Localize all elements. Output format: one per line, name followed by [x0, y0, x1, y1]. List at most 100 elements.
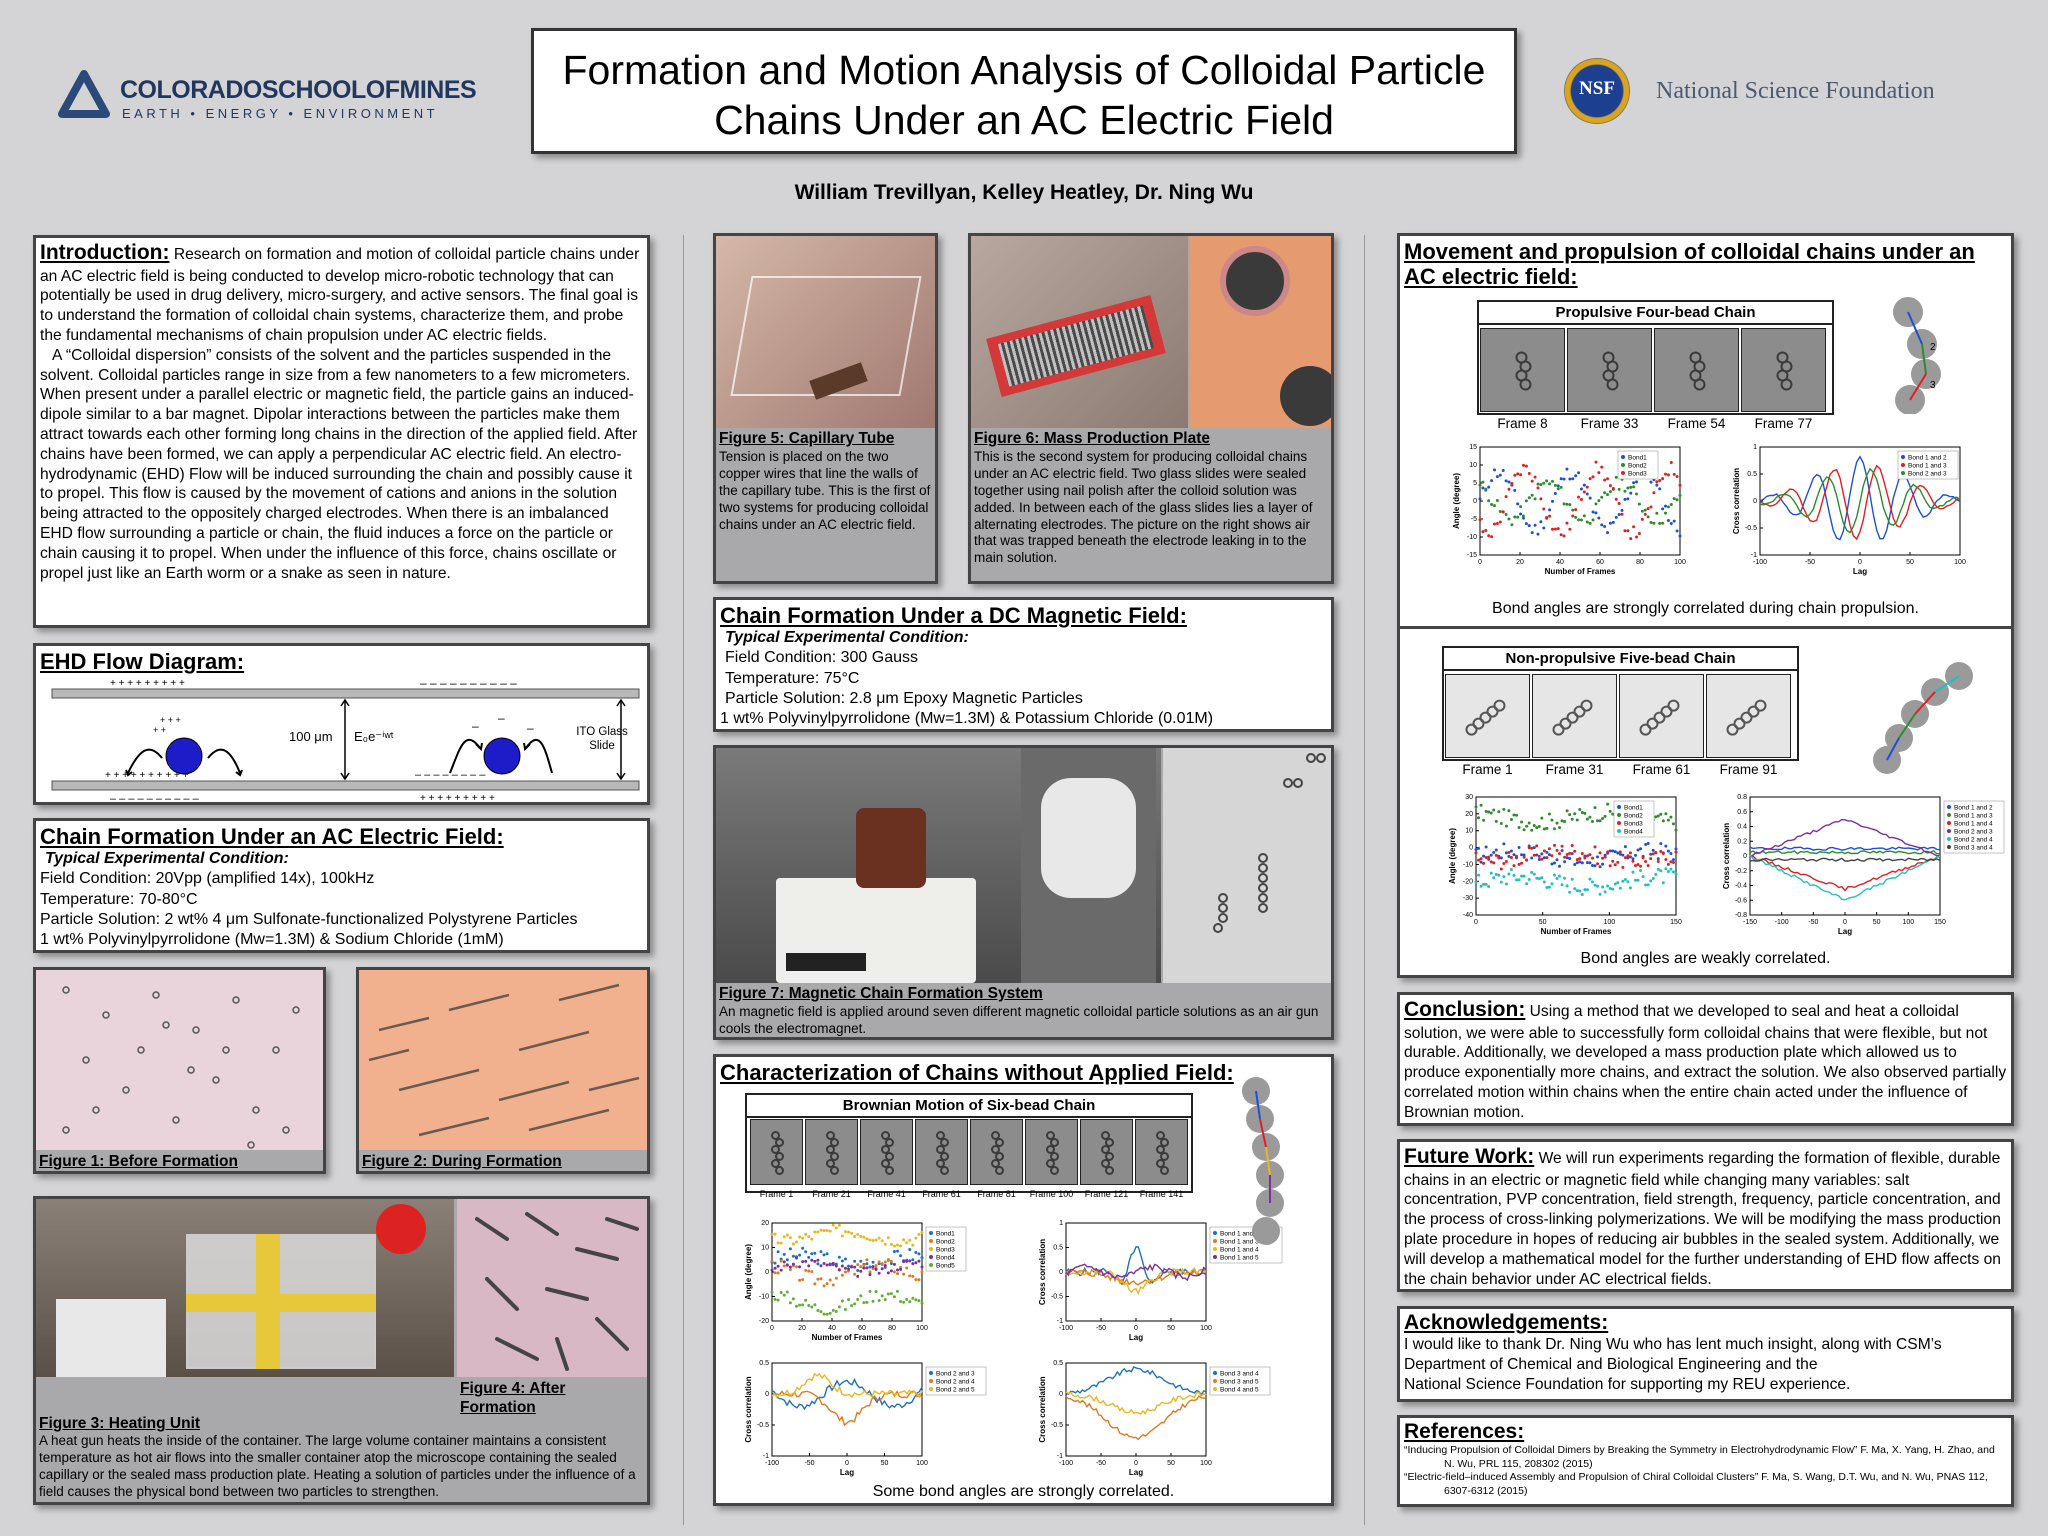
future-text: We will run experiments regarding the fo…	[1404, 1150, 2001, 1288]
data-point	[1633, 864, 1637, 868]
figure2: Figure 2: During Formation	[356, 967, 650, 1174]
figure7-image-vials	[1021, 748, 1156, 983]
data-point	[1658, 521, 1662, 525]
data-point	[1565, 521, 1569, 525]
tick-label: -20	[759, 1318, 769, 1325]
data-point	[1617, 512, 1621, 516]
series-line	[771, 1377, 923, 1411]
nsf-name: National Science Foundation	[1656, 78, 1935, 104]
data-point	[1621, 865, 1625, 869]
data-point	[889, 1259, 893, 1263]
data-point	[1522, 853, 1526, 857]
data-point	[1588, 853, 1592, 857]
data-point	[892, 1270, 896, 1274]
series-line	[1065, 1267, 1207, 1296]
data-point	[862, 1235, 866, 1239]
legend-marker	[1213, 1247, 1217, 1251]
video-frame	[1480, 328, 1565, 412]
data-point	[1669, 503, 1673, 507]
data-point	[1535, 853, 1539, 857]
frame-label: Frame 8	[1497, 416, 1548, 431]
tick-label: 60	[1596, 559, 1604, 566]
data-point	[1631, 870, 1635, 874]
tick-label: -100	[1059, 1325, 1073, 1332]
data-point	[801, 1236, 805, 1240]
data-point	[1509, 868, 1513, 872]
data-point	[1616, 851, 1620, 855]
tick-label: -0.8	[1735, 912, 1747, 919]
data-point	[1477, 846, 1481, 850]
data-point	[877, 1298, 881, 1302]
data-point	[1509, 817, 1513, 821]
ac-cond-2: Temperature: 70-80°C	[40, 890, 198, 908]
data-point	[831, 1283, 835, 1287]
video-frame	[1619, 674, 1704, 758]
legend-marker	[929, 1247, 933, 1251]
data-point	[843, 1230, 847, 1234]
data-point	[831, 1308, 835, 1312]
data-point	[1498, 473, 1502, 477]
data-point	[1537, 854, 1541, 858]
figure7-image-chains	[1163, 748, 1331, 983]
data-point	[1519, 512, 1523, 516]
data-point	[1611, 887, 1615, 891]
data-point	[840, 1259, 844, 1263]
data-point	[862, 1266, 866, 1270]
data-point	[1497, 856, 1501, 860]
data-point	[822, 1312, 826, 1316]
data-point	[1540, 852, 1544, 856]
data-point	[810, 1258, 814, 1262]
data-point	[794, 1304, 798, 1308]
data-point	[1545, 856, 1549, 860]
data-point	[1533, 497, 1537, 501]
data-point	[1628, 886, 1632, 890]
data-point	[886, 1292, 890, 1296]
data-point	[843, 1270, 847, 1274]
tick-label: 0	[1474, 919, 1478, 926]
tick-label: 100	[1954, 559, 1966, 566]
reference-2b: 6307-6312 (2015)	[1444, 1484, 1528, 1497]
tick-label: 50	[881, 1460, 889, 1467]
data-point	[1626, 486, 1630, 490]
figure6-title: Figure 6: Mass Production Plate	[974, 430, 1210, 447]
data-point	[908, 1259, 912, 1263]
data-point	[788, 1236, 792, 1240]
data-point	[840, 1273, 844, 1277]
data-point	[1574, 515, 1578, 519]
data-point	[1590, 863, 1594, 867]
data-point	[874, 1264, 878, 1268]
plot-frame	[1065, 1362, 1207, 1457]
data-point	[1494, 848, 1498, 852]
data-point	[1651, 848, 1655, 852]
data-point	[1603, 890, 1607, 894]
data-point	[1632, 485, 1636, 489]
data-point	[1579, 518, 1583, 522]
data-point	[1578, 860, 1582, 864]
data-point	[1620, 512, 1624, 516]
data-point	[1490, 479, 1494, 483]
legend-marker	[1947, 837, 1951, 841]
frame-label: Frame 61	[1632, 762, 1691, 777]
data-point	[1530, 493, 1534, 497]
data-point	[856, 1274, 860, 1278]
poster-title-line1: Formation and Motion Analysis of Colloid…	[562, 47, 1486, 93]
data-point	[859, 1269, 863, 1273]
data-point	[917, 1252, 921, 1256]
data-point	[886, 1236, 890, 1240]
data-point	[1649, 852, 1653, 856]
ehd-flow-diagram: + + + + + + + + + – – – – – – – – – – + …	[51, 678, 640, 803]
plot-frame	[1749, 796, 1941, 916]
data-point	[886, 1271, 890, 1275]
data-point	[868, 1273, 872, 1277]
data-point	[1588, 877, 1592, 881]
series-line	[1749, 854, 1941, 901]
figure5-image	[716, 236, 935, 428]
data-point	[1542, 849, 1546, 853]
data-point	[1516, 472, 1520, 476]
legend-marker	[1617, 829, 1621, 833]
data-point	[1481, 486, 1485, 490]
future-heading: Future Work:	[1404, 1145, 1535, 1168]
x-axis-label: Lag	[840, 1468, 854, 1477]
data-point	[1548, 482, 1552, 486]
data-point	[1559, 477, 1563, 481]
